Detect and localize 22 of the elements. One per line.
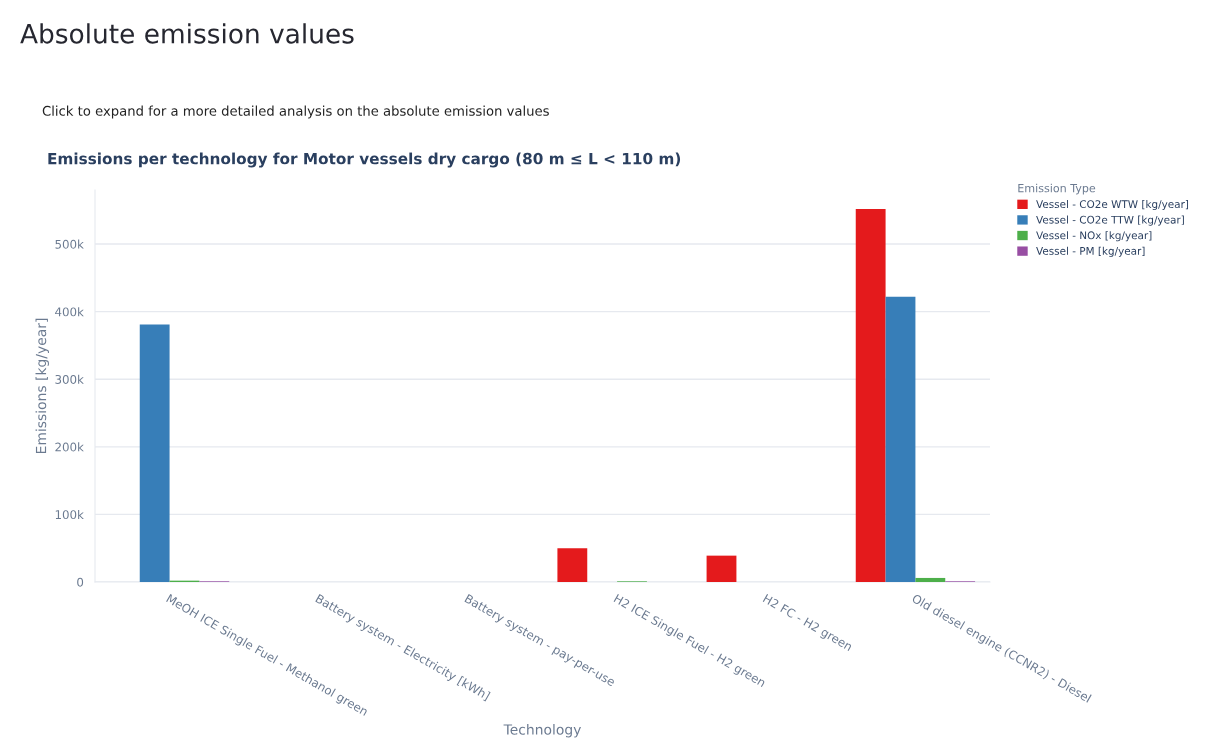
legend-title: Emission Type [1018,183,1096,195]
y-axis-title: Emissions [kg/year] [35,318,49,454]
y-tick-label: 400k [55,307,84,317]
text: Click to expand for a more detailed analysis on the absolute emission values [42,105,549,119]
y-tick-label: 200k [55,442,84,452]
text: Absolute emission values [20,23,354,44]
bar [557,548,588,582]
bar [706,555,737,582]
bar [855,208,886,582]
legend-label: Vessel - CO2e WTW [kg/year] [1036,199,1189,211]
legend-label: Vessel - NOx [kg/year] [1036,231,1152,242]
legend-label: Vessel - PM [kg/year] [1036,246,1145,257]
y-tick-label: 300k [55,374,84,384]
chart-title: Emissions per technology for Motor vessels dry cargo (80 m ≤ L < 110 m) [48,152,681,168]
y-tick-label: 500k [55,239,84,249]
bar [915,577,946,582]
y-tick-label: 100k [55,509,84,520]
y-tick-label: 0 [77,577,84,587]
bar [139,324,170,582]
legend-label: Vessel - CO2e TTW [kg/year] [1036,215,1184,226]
bar [885,296,916,582]
x-axis-title: Technology [503,724,581,738]
